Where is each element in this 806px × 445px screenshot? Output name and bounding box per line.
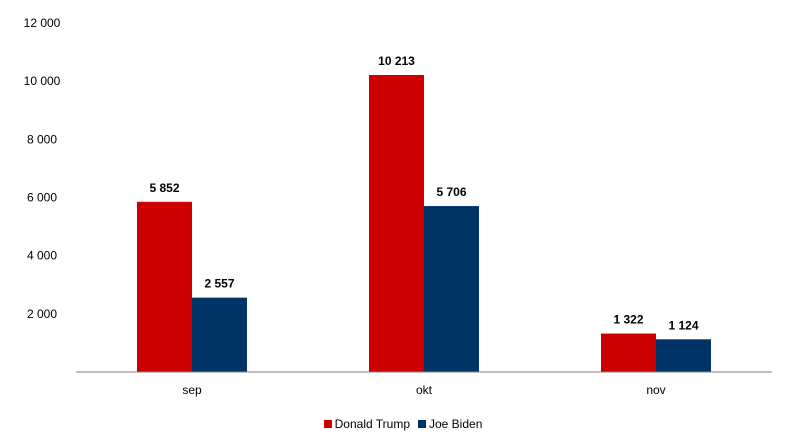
data-label: 1 322 [613,313,643,327]
y-tick-label: 8 000 [27,132,57,146]
data-label: 2 557 [204,277,234,291]
bar-series-1 [137,201,192,372]
legend-item-series-2: Joe Biden [418,417,482,431]
data-label: 10 213 [378,54,415,68]
x-tick-label: nov [646,383,665,397]
legend-label-series-1: Donald Trump [334,417,410,431]
legend-swatch-series-2 [418,420,426,428]
bar-series-2 [192,297,247,372]
x-axis: sep okt nov [76,371,772,397]
data-label: 1 124 [668,318,698,332]
bar-series-1 [601,333,656,372]
legend-swatch-series-1 [323,420,332,428]
legend-label-series-2: Joe Biden [429,417,483,431]
bar-series-1 [369,74,424,372]
y-axis: 2 000 4 000 6 000 8 000 10 000 12 000 [24,16,61,321]
y-tick-label: 6 000 [27,191,57,205]
x-tick-label: sep [182,383,202,397]
y-tick-label: 2 000 [27,307,57,321]
data-label: 5 852 [149,181,179,195]
y-tick-label: 12 000 [24,16,61,30]
data-label: 5 706 [436,185,466,199]
y-tick-label: 10 000 [24,74,61,88]
bar-series-2 [424,206,479,372]
legend: Donald Trump Joe Biden [0,417,806,431]
legend-item-series-1: Donald Trump [323,417,410,431]
y-tick-label: 4 000 [27,249,57,263]
bar-series-2 [656,339,711,372]
x-tick-label: okt [416,383,433,397]
bars-group: 5 852 2 557 10 213 5 706 1 322 1 124 [137,54,711,372]
